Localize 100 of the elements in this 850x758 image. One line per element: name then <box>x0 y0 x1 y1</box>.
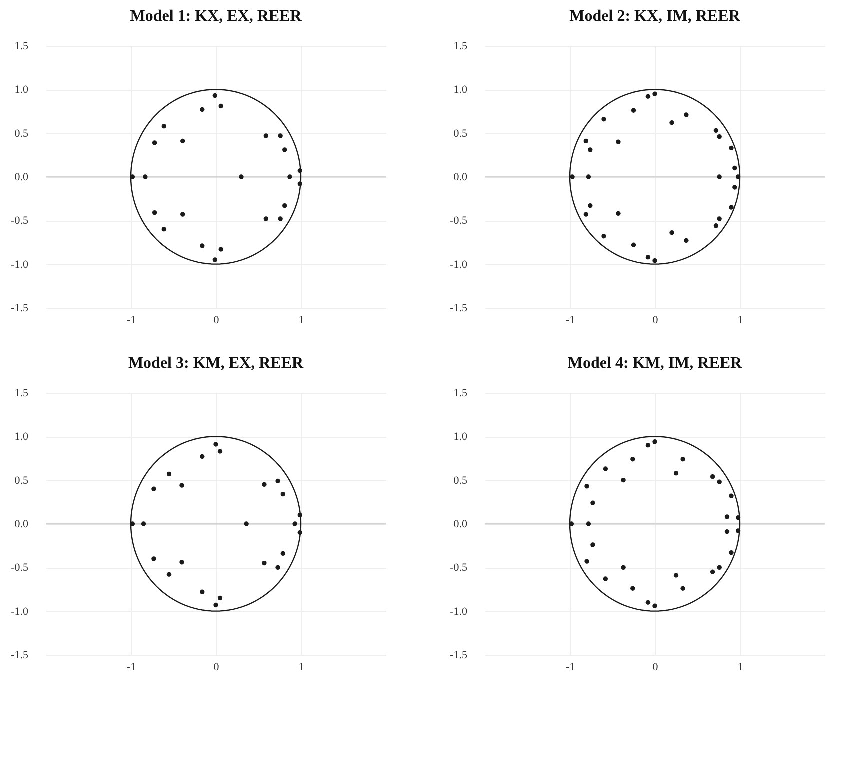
point <box>214 442 218 447</box>
x-tick-label: -1 <box>566 314 576 326</box>
point <box>180 483 184 488</box>
point <box>282 148 288 152</box>
point <box>717 174 722 180</box>
point <box>646 94 651 99</box>
y-tick-label: 1.0 <box>14 84 29 96</box>
y-tick-label: 1.0 <box>14 431 29 444</box>
point <box>630 457 636 462</box>
point <box>162 227 166 232</box>
point <box>218 247 224 252</box>
point <box>152 210 158 216</box>
point <box>729 550 734 556</box>
point <box>584 138 588 144</box>
point <box>264 134 268 138</box>
y-tick-label: -1.5 <box>450 650 468 662</box>
point <box>729 146 734 151</box>
point <box>732 166 738 171</box>
x-tick-label: 1 <box>738 314 744 326</box>
point <box>590 500 596 506</box>
y-tick-label: 1.0 <box>454 84 468 96</box>
y-tick-label: -1.5 <box>11 302 29 314</box>
point <box>710 474 716 480</box>
point <box>684 112 689 118</box>
point <box>282 203 288 208</box>
y-tick-label: 1.0 <box>454 431 468 444</box>
point <box>602 117 606 122</box>
point <box>717 480 722 484</box>
point <box>674 471 679 476</box>
point <box>218 596 223 601</box>
point <box>729 205 734 210</box>
point <box>732 185 738 190</box>
x-tick-label: 0 <box>214 662 220 674</box>
point <box>603 576 608 582</box>
point <box>152 486 156 492</box>
point <box>264 216 268 222</box>
point <box>680 457 686 462</box>
point <box>631 242 636 248</box>
point <box>646 600 651 605</box>
point <box>584 484 590 489</box>
x-tick-label: 0 <box>652 662 659 674</box>
y-tick-label: 0.0 <box>454 172 468 184</box>
x-tick-label: 1 <box>298 314 304 326</box>
y-tick-label: 0.5 <box>14 474 29 487</box>
y-tick-label: 1.5 <box>14 40 29 52</box>
y-tick-label: 0.0 <box>14 518 29 530</box>
point <box>670 120 674 126</box>
x-tick-label: -1 <box>126 314 136 326</box>
y-tick-label: 0.5 <box>454 128 468 140</box>
point <box>621 478 626 483</box>
point <box>180 560 184 565</box>
y-tick-label: 0.0 <box>14 172 29 184</box>
point <box>684 238 689 244</box>
x-tick-label: 0 <box>214 314 220 326</box>
y-tick-label: 1.5 <box>454 388 468 400</box>
point <box>143 174 148 180</box>
point <box>280 492 286 497</box>
point <box>278 216 283 222</box>
point <box>239 174 244 180</box>
point <box>710 570 716 574</box>
point <box>680 586 686 591</box>
point <box>584 212 588 217</box>
point <box>674 573 679 578</box>
x-tick-label: 1 <box>298 662 304 674</box>
point <box>200 454 205 460</box>
point <box>214 602 218 608</box>
point <box>724 514 730 520</box>
y-tick-label: 0.0 <box>454 518 468 530</box>
point <box>652 440 658 444</box>
y-tick-label: -0.5 <box>11 562 29 574</box>
point <box>646 255 651 260</box>
point <box>652 258 658 264</box>
point <box>717 565 722 570</box>
y-tick-label: -0.5 <box>450 215 468 228</box>
y-tick-label: 1.5 <box>454 40 468 52</box>
point <box>288 174 292 180</box>
y-tick-label: -0.5 <box>450 562 468 574</box>
y-tick-label: -1.5 <box>450 302 468 314</box>
y-tick-label: -1.0 <box>11 258 29 271</box>
chart-title: Model 1: KX, EX, REER <box>130 8 302 25</box>
point <box>717 216 722 222</box>
point <box>166 472 172 477</box>
point <box>621 565 626 570</box>
chart-title: Model 2: KX, IM, REER <box>570 8 741 25</box>
y-tick-label: -1.0 <box>11 606 29 618</box>
point <box>603 466 608 472</box>
point <box>670 230 674 236</box>
point <box>218 449 223 454</box>
point <box>586 522 592 526</box>
point <box>278 134 283 138</box>
point <box>276 478 280 484</box>
y-tick-label: -0.5 <box>11 215 29 228</box>
x-tick-label: -1 <box>566 662 576 674</box>
point <box>590 542 596 548</box>
y-tick-label: -1.0 <box>450 258 468 271</box>
point <box>152 140 158 146</box>
point <box>588 148 593 152</box>
x-tick-label: -1 <box>126 662 136 674</box>
y-tick-label: 0.5 <box>14 128 29 140</box>
point <box>714 128 719 134</box>
